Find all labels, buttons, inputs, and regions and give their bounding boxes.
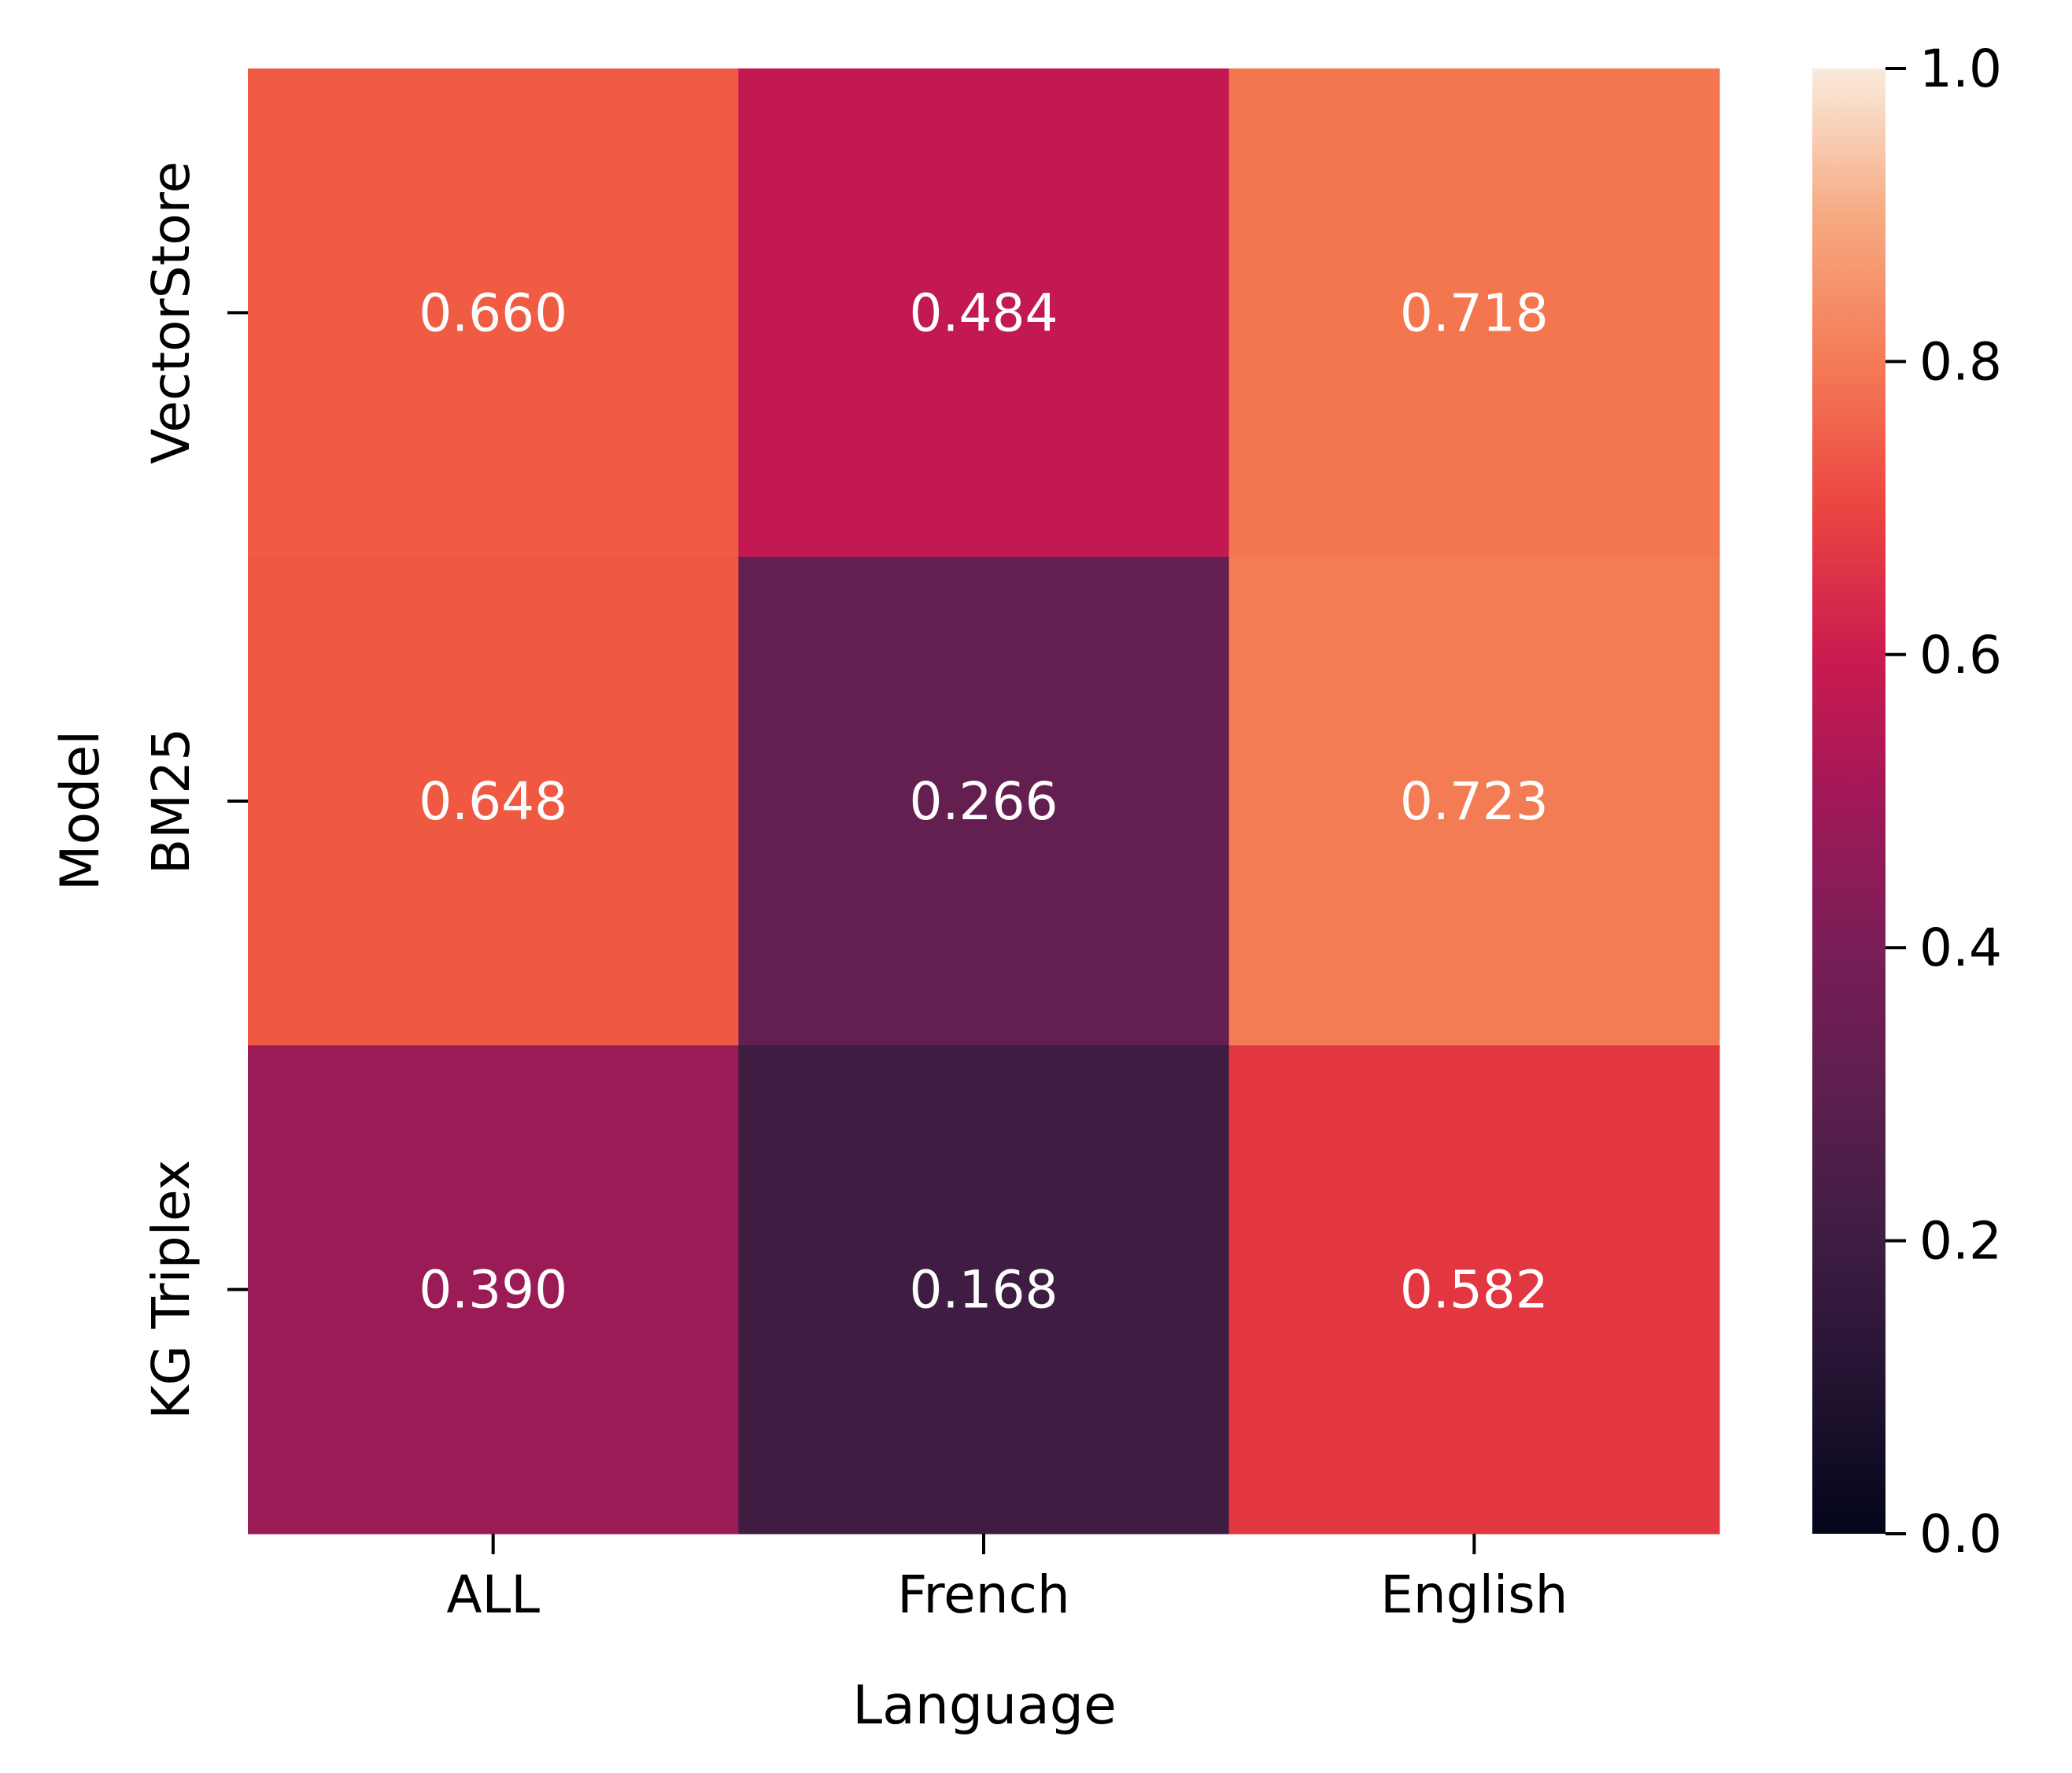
heatmap-cell: [738, 68, 1230, 558]
cell-value-label: 0.660: [419, 283, 567, 343]
heatmap-cell: [1228, 1045, 1720, 1535]
heatmap-cell: [248, 556, 739, 1046]
colorbar-tick-label: 0.8: [1919, 331, 2002, 392]
colorbar-tick-label: 0.0: [1919, 1504, 2002, 1564]
heatmap-cell: [1228, 68, 1720, 558]
x-tick-label: English: [1380, 1564, 1568, 1625]
cell-value-label: 0.168: [910, 1260, 1058, 1321]
colorbar-tick-label: 0.2: [1919, 1211, 2002, 1272]
heatmap-cell: [738, 1045, 1230, 1535]
cell-value-label: 0.484: [910, 283, 1058, 343]
x-tick-label: French: [897, 1564, 1069, 1625]
heatmap-cell: [248, 68, 739, 558]
colorbar-gradient: [1812, 68, 1885, 1534]
cell-value-label: 0.390: [419, 1260, 567, 1321]
cell-value-label: 0.718: [1400, 283, 1549, 343]
x-axis-label: Language: [852, 1675, 1117, 1737]
y-tick-label: KG Triplex: [141, 1160, 201, 1420]
colorbar-tick-label: 0.6: [1919, 625, 2002, 685]
cell-value-label: 0.582: [1400, 1260, 1549, 1321]
x-tick-label: ALL: [446, 1564, 540, 1625]
heatmap-cell: [738, 556, 1230, 1046]
heatmap-cell-labels: 0.660 0.484 0.718 0.648 0.266 0.723 0.390 0.168…: [419, 283, 1549, 1320]
y-tick-label: BM25: [141, 728, 201, 874]
colorbar-tick-label: 0.4: [1919, 918, 2002, 978]
y-tick-label: VectorStore: [141, 161, 201, 464]
heatmap-cell: [1228, 556, 1720, 1046]
colorbar-tick-label: 1.0: [1919, 39, 2002, 99]
colorbar: 0.0 0.2 0.4 0.6 0.8 1.0: [1812, 39, 2002, 1564]
y-axis-label: Model: [50, 730, 112, 891]
cell-value-label: 0.266: [910, 771, 1058, 832]
x-axis: ALL French English: [446, 1534, 1568, 1625]
y-axis: VectorStore BM25 KG Triplex: [141, 161, 248, 1420]
heatmap-cells: [248, 68, 1720, 1535]
heatmap-cell: [248, 1045, 739, 1535]
cell-value-label: 0.723: [1400, 771, 1549, 832]
cell-value-label: 0.648: [419, 771, 567, 832]
